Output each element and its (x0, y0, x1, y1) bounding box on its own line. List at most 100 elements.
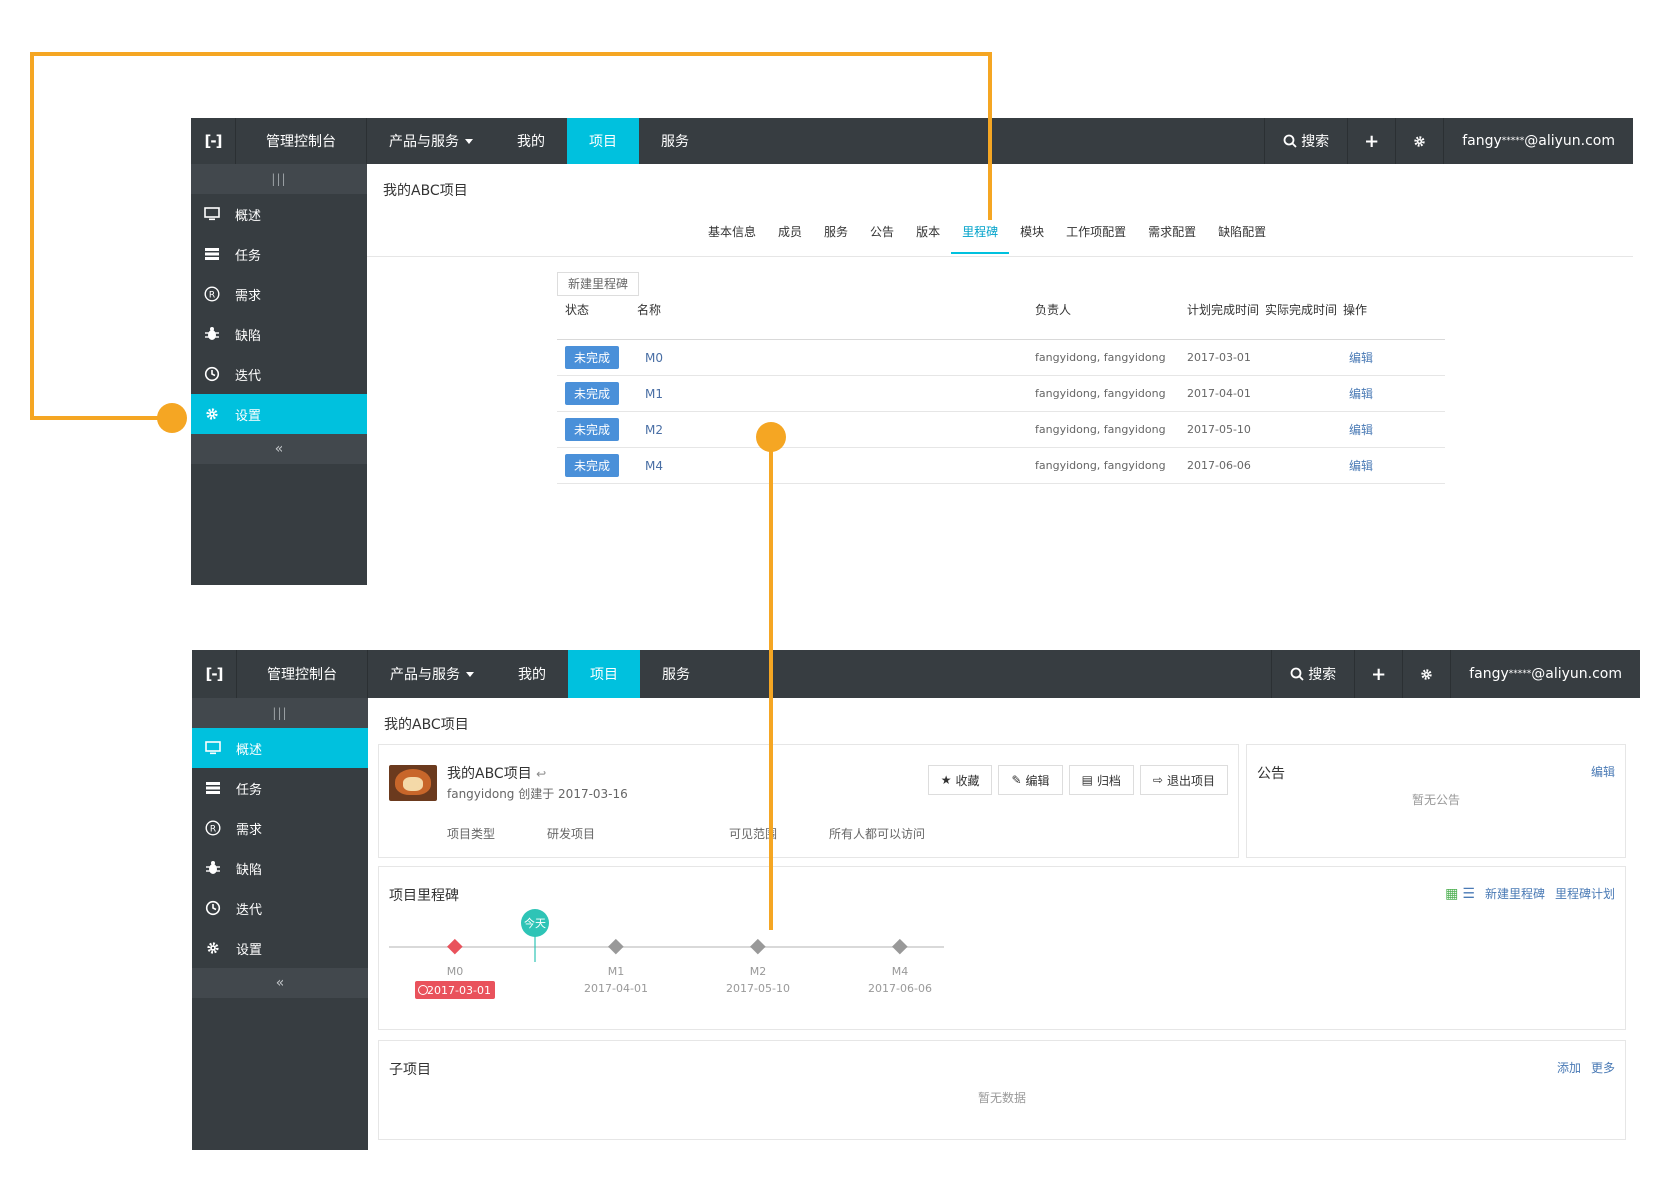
sidebar-item-settings[interactable]: 设置 (192, 928, 368, 968)
sidebar-item-overview[interactable]: 概述 (191, 194, 367, 234)
add-button[interactable]: + (1347, 118, 1395, 164)
status-badge: 未完成 (565, 418, 620, 441)
nav-services[interactable]: 服务 (661, 134, 689, 150)
tab-milestones[interactable]: 里程碑 (951, 222, 1010, 254)
leave-project-button[interactable]: ⇨ 退出项目 (1139, 765, 1228, 795)
tab-basic-info[interactable]: 基本信息 (708, 225, 757, 239)
tab-members[interactable]: 成员 (778, 225, 803, 239)
add-subproject-link[interactable]: 添加 (1556, 1061, 1581, 1075)
nav-services[interactable]: 服务 (662, 667, 690, 683)
user-account[interactable]: fangy ***** @aliyun.com (1443, 118, 1633, 164)
tab-defect-config[interactable]: 缺陷配置 (1218, 225, 1267, 239)
sidebar-item-settings[interactable]: 设置 (191, 394, 367, 434)
tab-modules[interactable]: 模块 (1020, 225, 1045, 239)
sidebar-item-defects[interactable]: 缺陷 (192, 848, 368, 888)
new-milestone-link[interactable]: 新建里程碑 (1484, 887, 1545, 901)
nav-products[interactable]: 产品与服务 (368, 650, 496, 698)
aliyun-logo-icon[interactable]: [-] (205, 665, 224, 683)
project-type-label: 项目类型 (447, 827, 496, 841)
settings-button[interactable] (1402, 650, 1450, 698)
milestone-table: 状态 名称 负责人 计划完成时间 实际完成时间 操作 未完成 M0 fangyi… (557, 302, 1445, 484)
edit-link[interactable]: 编辑 (1349, 387, 1374, 401)
edit-button[interactable]: ✎ 编辑 (998, 765, 1063, 795)
sidebar-item-overview[interactable]: 概述 (192, 728, 368, 768)
search-button[interactable]: 搜索 (1271, 650, 1354, 698)
milestone-point-m0[interactable] (447, 938, 463, 955)
tab-requirement-config[interactable]: 需求配置 (1148, 225, 1197, 239)
nav-projects[interactable]: 项目 (567, 118, 639, 164)
milestone-point-m4[interactable] (892, 938, 908, 955)
milestone-point-m2[interactable] (750, 938, 766, 955)
status-badge: 未完成 (565, 454, 620, 477)
milestone-date-m2: 2017-05-10 (726, 982, 790, 995)
nav-mine[interactable]: 我的 (517, 134, 545, 150)
screenshot-project-overview: [-] 管理控制台 产品与服务 我的 项目 服务 搜索 + fangy *****… (192, 650, 1640, 1150)
caret-down-icon (466, 671, 474, 677)
search-button[interactable]: 搜索 (1264, 118, 1347, 164)
list-view-icon[interactable]: ☰ (1462, 885, 1475, 902)
sidebar-item-label: 设置 (236, 942, 263, 958)
console-link[interactable]: 管理控制台 (235, 118, 367, 164)
main-content: 我的ABC项目 我的ABC项目 ↩ fangyidong 创建于 2017-03… (368, 698, 1640, 1150)
sidebar-item-tasks[interactable]: 任务 (192, 768, 368, 808)
sidebar-collapse-button[interactable]: « (191, 434, 367, 464)
edit-link[interactable]: 编辑 (1349, 351, 1374, 365)
table-row: 未完成 M2 fangyidong, fangyidong 2017-05-10… (557, 412, 1445, 448)
caret-down-icon (465, 138, 473, 144)
nav-mine[interactable]: 我的 (518, 667, 546, 683)
grid-view-icon[interactable]: ▦ (1445, 885, 1459, 902)
notice-edit-link[interactable]: 编辑 (1590, 765, 1615, 779)
milestone-date-m4: 2017-06-06 (868, 982, 932, 995)
sidebar-collapse-button[interactable]: « (192, 968, 368, 998)
edit-link[interactable]: 编辑 (1349, 423, 1374, 437)
milestone-plan-link[interactable]: 里程碑计划 (1554, 887, 1615, 901)
aliyun-logo-icon[interactable]: [-] (204, 132, 223, 150)
milestone-name-link[interactable]: M4 (645, 458, 663, 473)
nav-products[interactable]: 产品与服务 (367, 118, 495, 164)
milestone-date-m1: 2017-04-01 (584, 982, 648, 995)
milestone-point-m1[interactable] (608, 938, 624, 955)
console-link[interactable]: 管理控制台 (236, 650, 368, 698)
favorite-button[interactable]: ★ 收藏 (927, 765, 993, 795)
sidebar-item-iterations[interactable]: 迭代 (192, 888, 368, 928)
add-button[interactable]: + (1354, 650, 1402, 698)
sidebar-handle[interactable]: ||| (191, 164, 367, 194)
milestone-label-m2: M2 (750, 965, 767, 978)
sidebar-item-requirements[interactable]: R 需求 (191, 274, 367, 314)
sidebar-item-tasks[interactable]: 任务 (191, 234, 367, 274)
milestone-name-link[interactable]: M1 (645, 386, 663, 401)
milestone-card: 项目里程碑 ▦ ☰ 新建里程碑 里程碑计划 今天 M0 2017-03-01 M… (378, 866, 1626, 1030)
user-account[interactable]: fangy ***** @aliyun.com (1450, 650, 1640, 698)
clock-icon (418, 985, 428, 995)
tab-versions[interactable]: 版本 (916, 225, 941, 239)
exit-icon: ⇨ (1152, 773, 1163, 787)
subproject-actions: 添加 更多 (1557, 1059, 1615, 1076)
sidebar-item-label: 概述 (235, 208, 262, 224)
status-badge: 未完成 (565, 382, 620, 405)
subproject-empty: 暂无数据 (977, 1091, 1026, 1105)
new-milestone-button[interactable]: 新建里程碑 (557, 272, 640, 296)
archive-button[interactable]: ▤ 归档 (1068, 765, 1134, 795)
sidebar-item-defects[interactable]: 缺陷 (191, 314, 367, 354)
milestone-name-link[interactable]: M2 (645, 422, 663, 437)
sidebar-handle[interactable]: ||| (192, 698, 368, 728)
milestone-name-link[interactable]: M0 (645, 350, 663, 365)
tab-services[interactable]: 服务 (824, 225, 849, 239)
project-scope-value: 所有人都可以访问 (829, 827, 926, 841)
tab-workitem-config[interactable]: 工作项配置 (1066, 225, 1127, 239)
share-icon[interactable]: ↩ (536, 767, 547, 781)
sidebar-item-iterations[interactable]: 迭代 (191, 354, 367, 394)
settings-button[interactable] (1395, 118, 1443, 164)
bug-icon (204, 859, 222, 877)
project-avatar (389, 765, 437, 801)
more-link[interactable]: 更多 (1590, 1061, 1615, 1075)
search-label: 搜索 (1301, 134, 1330, 150)
top-navbar: [-] 管理控制台 产品与服务 我的 项目 服务 搜索 + fangy *****… (192, 650, 1640, 698)
tab-notices[interactable]: 公告 (870, 225, 895, 239)
project-scope-label: 可见范围 (729, 827, 778, 841)
clock-icon (203, 365, 221, 383)
nav-projects[interactable]: 项目 (568, 650, 640, 698)
owner-cell: fangyidong, fangyidong (1035, 423, 1166, 436)
edit-link[interactable]: 编辑 (1349, 459, 1374, 473)
sidebar-item-requirements[interactable]: R 需求 (192, 808, 368, 848)
